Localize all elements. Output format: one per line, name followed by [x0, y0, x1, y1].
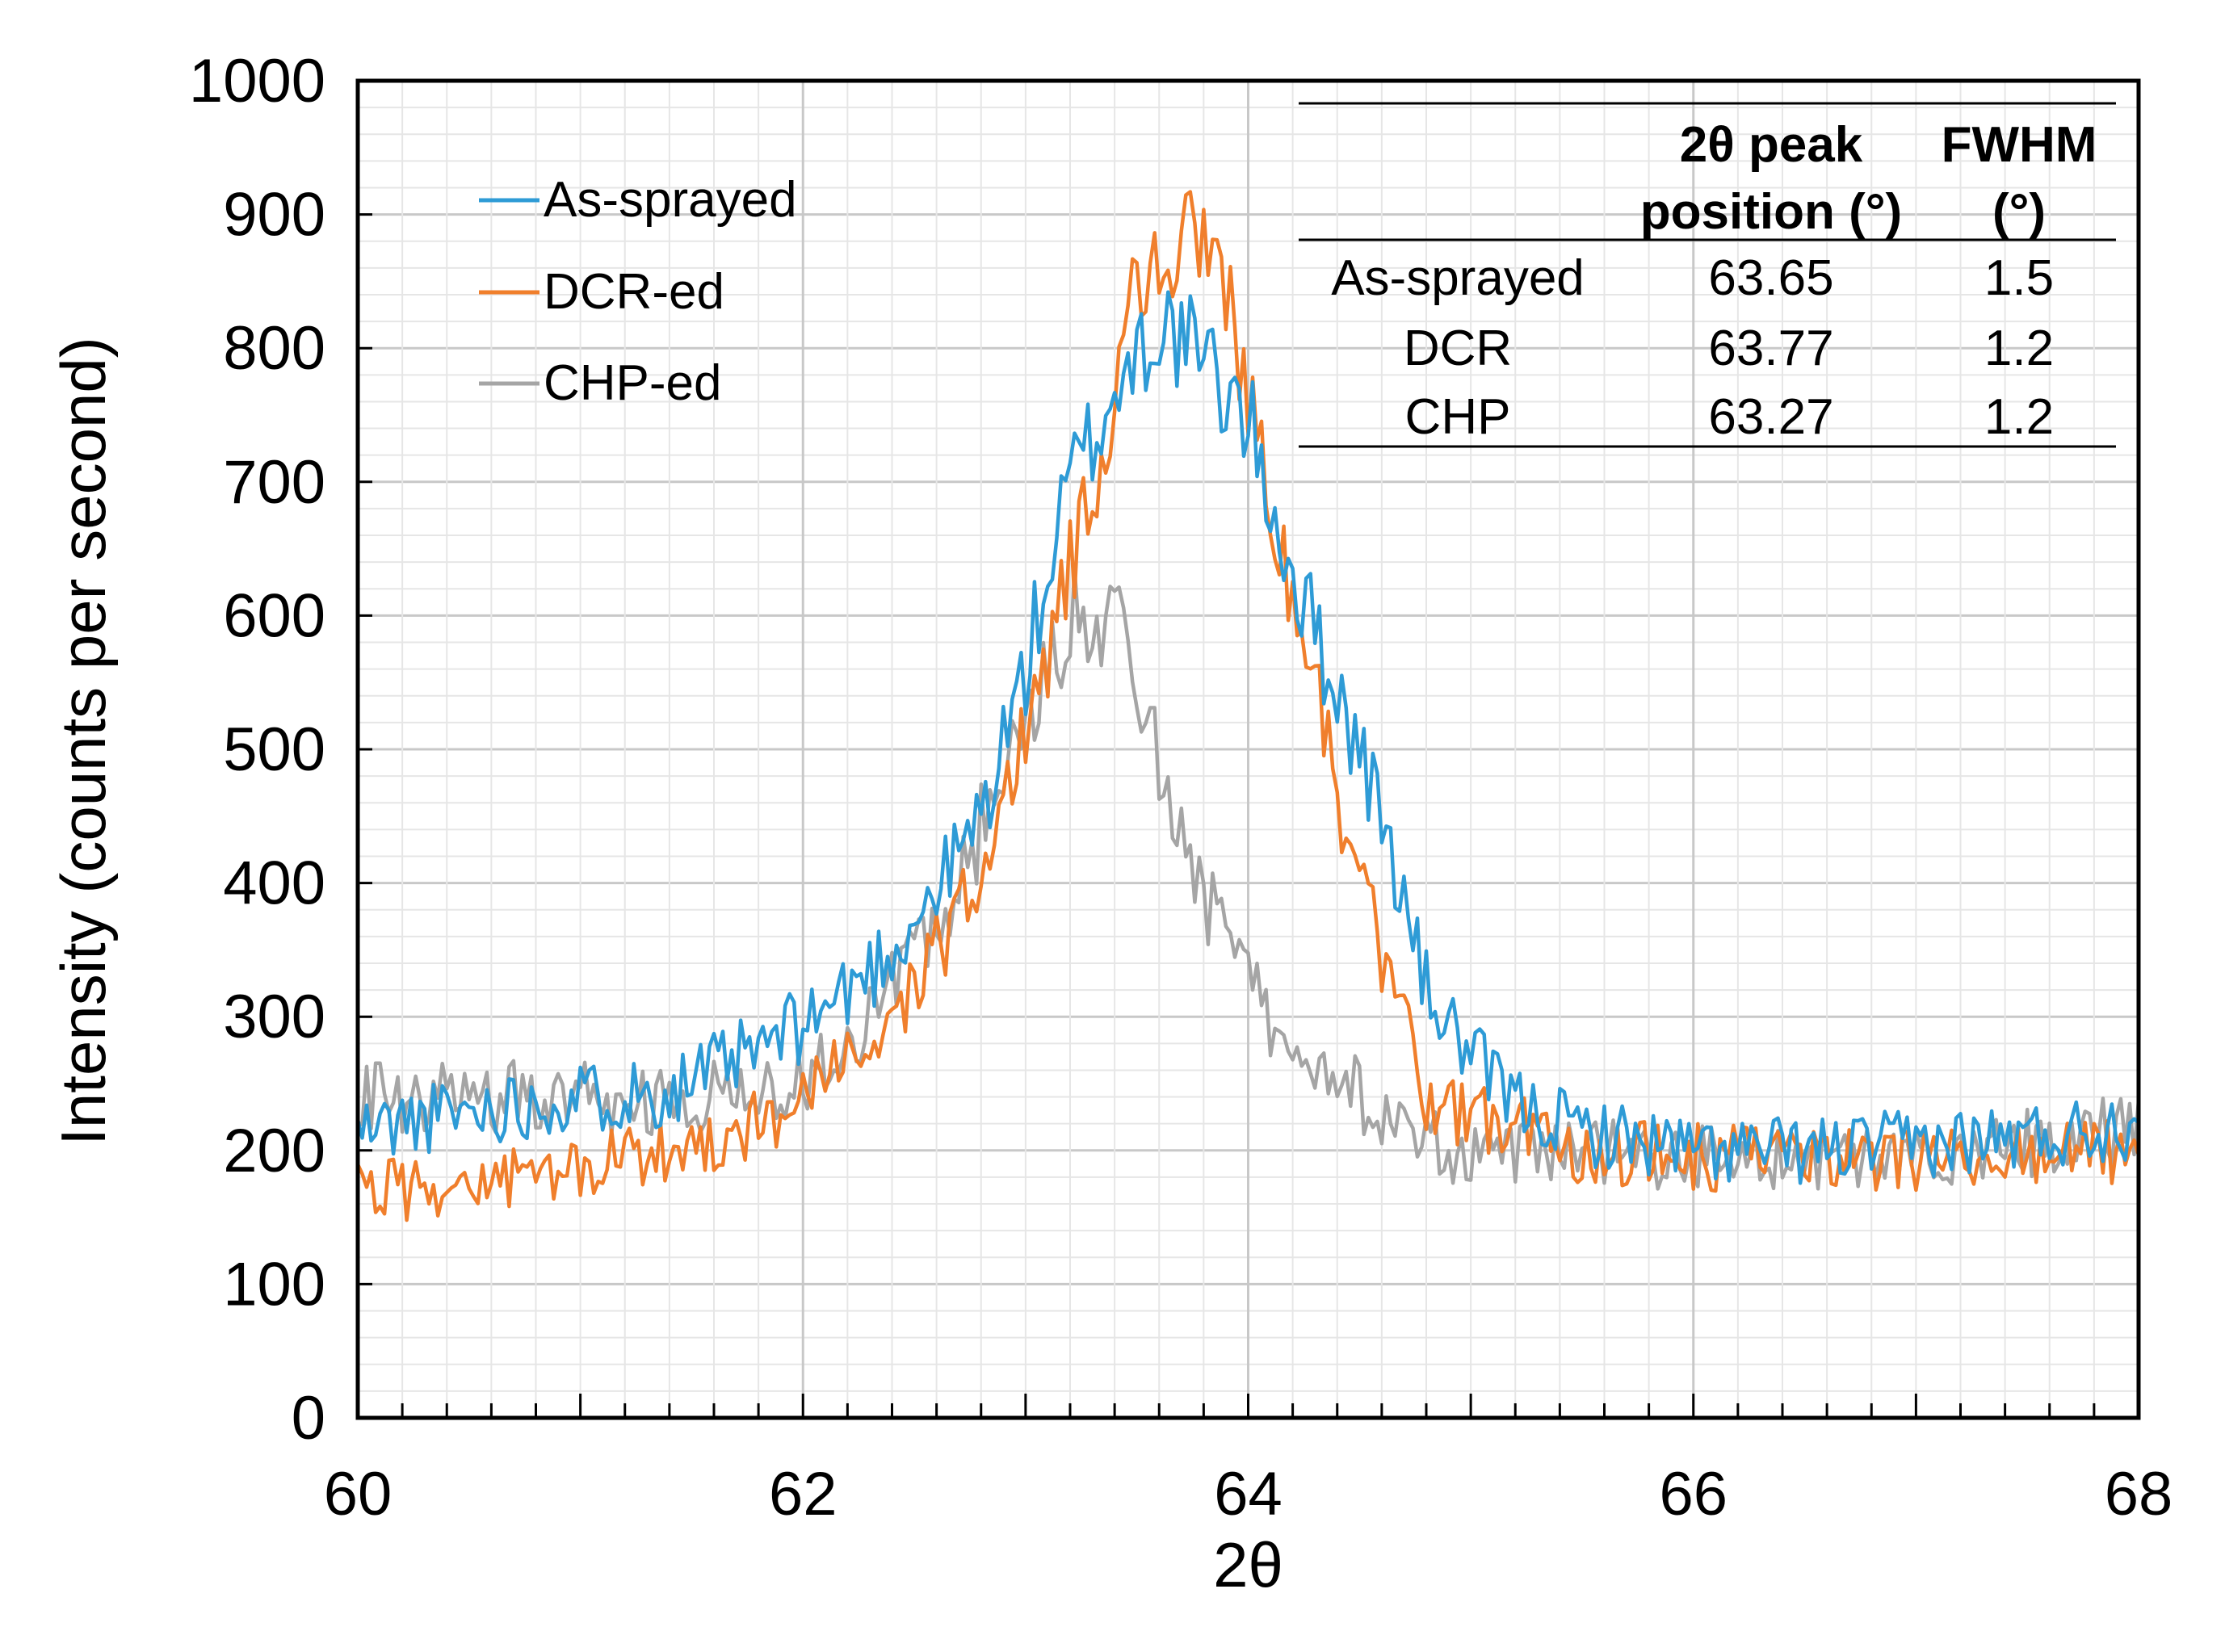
x-tick-labels: 60 62 64 66 68: [324, 1460, 2173, 1528]
legend: As-sprayed DCR-ed CHP-ed: [479, 172, 797, 411]
y-tick-label: 600: [223, 581, 325, 650]
series-line-as-sprayed: [355, 290, 2140, 1185]
y-tick-label: 500: [223, 715, 325, 784]
y-tick-labels: 0 100 200 300 400 500 600 700 800 900 1000: [189, 47, 325, 1453]
minor-ticks: [358, 213, 2096, 1418]
y-tick-label: 900: [223, 181, 325, 249]
y-axis-title: Intensity (counts per second): [48, 337, 119, 1146]
y-tick-label: 200: [223, 1117, 325, 1185]
table-cell-peak: 63.65: [1708, 250, 1833, 306]
y-tick-label: 100: [223, 1250, 325, 1319]
table-cell-sample: DCR: [1404, 321, 1512, 376]
table-header-line2: position (°): [1640, 184, 1902, 240]
y-tick-label: 800: [223, 314, 325, 383]
x-tick-label: 62: [769, 1460, 838, 1528]
annotation-table: 2θ peak position (°) FWHM (°) As-sprayed 63.6…: [1299, 102, 2116, 448]
table-cell-fwhm: 1.2: [1984, 389, 2054, 445]
x-axis-title: 2θ: [1213, 1529, 1283, 1600]
series-line-chp-ed: [357, 565, 2141, 1191]
legend-label: DCR-ed: [544, 264, 724, 320]
x-tick-label: 60: [324, 1460, 393, 1528]
table-cell-sample: CHP: [1405, 389, 1511, 445]
table-header-line1: 2θ peak: [1680, 117, 1863, 173]
legend-label: CHP-ed: [544, 355, 722, 411]
table-cell-fwhm: 1.5: [1984, 250, 2054, 306]
y-tick-label: 400: [223, 849, 325, 918]
series-layer: [355, 190, 2141, 1222]
table-cell-peak: 63.77: [1708, 321, 1833, 376]
y-tick-label: 1000: [189, 47, 325, 115]
table-header-line2: (°): [1992, 184, 2046, 240]
legend-label: As-sprayed: [544, 172, 797, 228]
x-tick-label: 68: [2105, 1460, 2173, 1528]
table-cell-sample: As-sprayed: [1331, 250, 1585, 306]
table-cell-fwhm: 1.2: [1984, 321, 2054, 376]
y-tick-label: 700: [223, 448, 325, 517]
x-tick-label: 64: [1214, 1460, 1283, 1528]
y-tick-label: 300: [223, 983, 325, 1051]
table-cell-peak: 63.27: [1708, 389, 1833, 445]
y-tick-label: 0: [292, 1384, 325, 1453]
x-tick-label: 66: [1659, 1460, 1728, 1528]
table-header-line1: FWHM: [1942, 117, 2097, 173]
